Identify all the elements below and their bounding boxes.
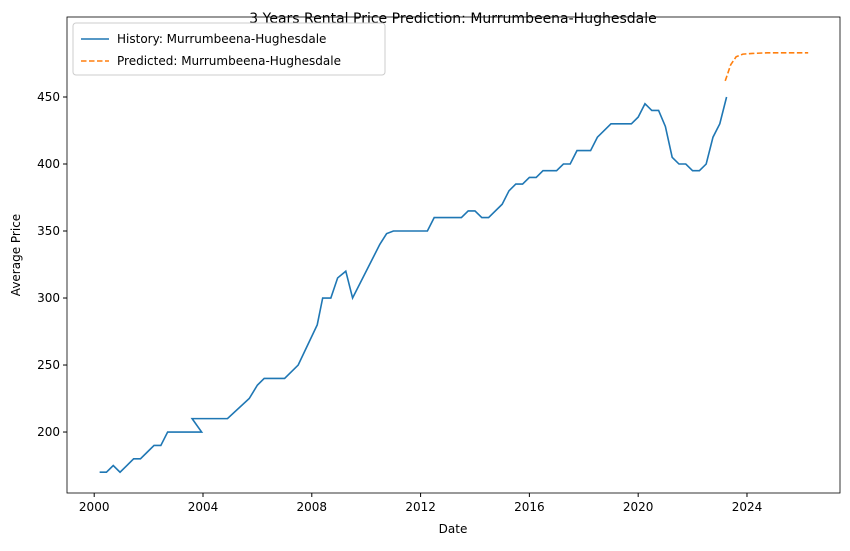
y-tick-label: 350 xyxy=(37,224,60,238)
y-tick-label: 300 xyxy=(37,291,60,305)
legend-box xyxy=(72,22,386,76)
data-line xyxy=(724,51,809,82)
y-tick-label: 450 xyxy=(37,90,60,104)
x-tick-label: 2024 xyxy=(732,500,763,514)
y-tick-label: 200 xyxy=(37,425,60,439)
legend-label: History: Murrumbeena-Hughesdale xyxy=(117,32,326,46)
y-tick-label: 400 xyxy=(37,157,60,171)
x-tick-label: 2020 xyxy=(623,500,654,514)
x-tick-label: 2000 xyxy=(79,500,110,514)
data-line xyxy=(99,96,728,474)
x-tick-label: 2012 xyxy=(405,500,436,514)
x-axis-label: Date xyxy=(439,522,468,536)
plot-frame xyxy=(66,16,841,494)
y-axis-label: Average Price xyxy=(9,214,23,296)
x-tick-label: 2008 xyxy=(297,500,328,514)
x-tick-label: 2016 xyxy=(514,500,545,514)
x-tick-label: 2004 xyxy=(188,500,219,514)
legend-label: Predicted: Murrumbeena-Hughesdale xyxy=(117,54,341,68)
y-tick-label: 250 xyxy=(37,358,60,372)
